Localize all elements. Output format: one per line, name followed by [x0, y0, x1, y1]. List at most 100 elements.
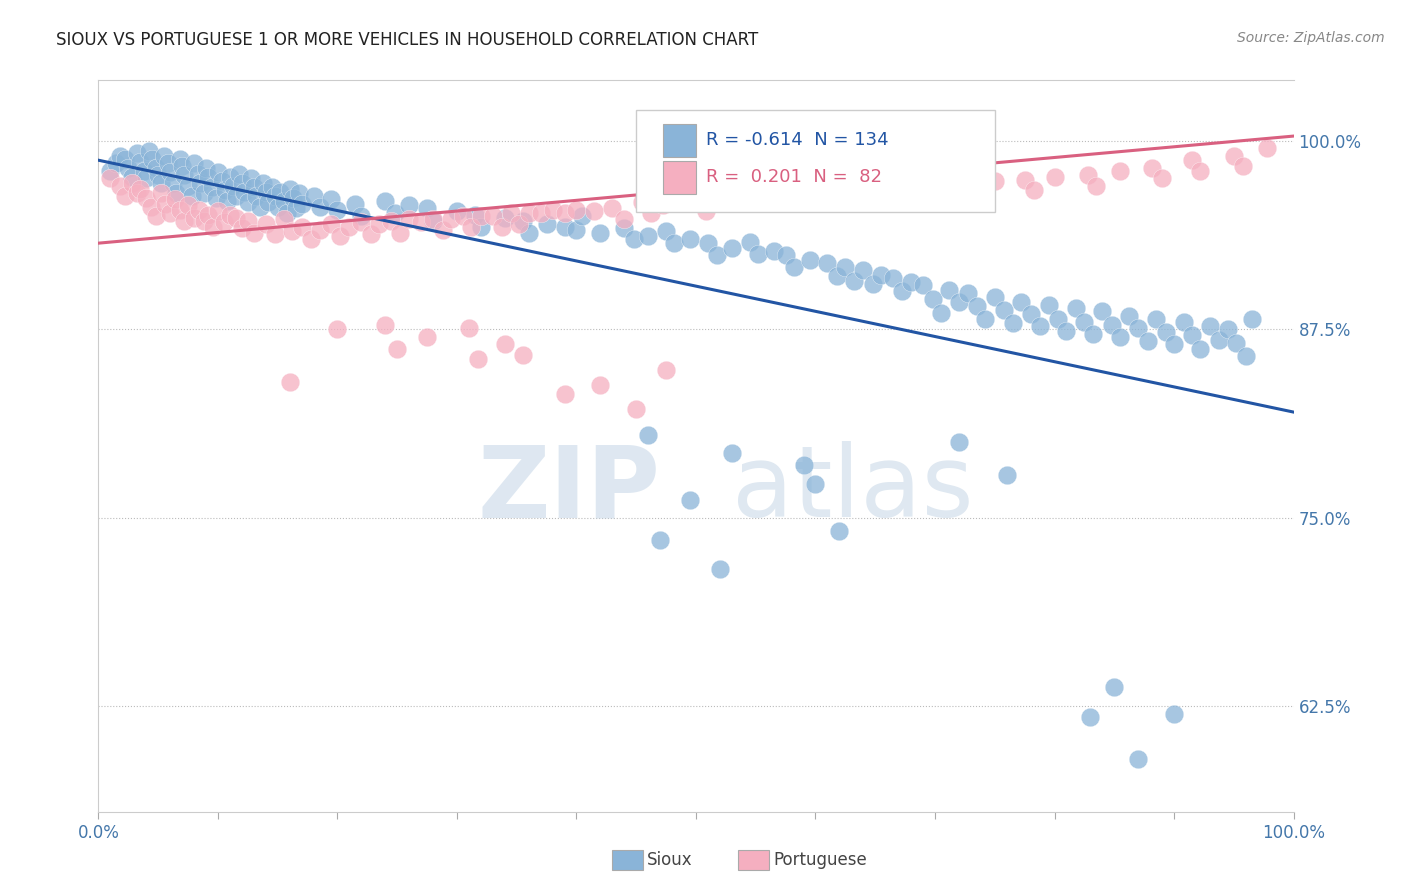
Point — [1223, 149, 1246, 163]
Point — [1240, 311, 1263, 326]
Point — [583, 204, 606, 219]
Point — [721, 241, 744, 255]
Point — [938, 283, 960, 297]
Point — [233, 185, 256, 199]
Point — [1163, 337, 1185, 351]
Point — [1109, 329, 1132, 343]
Point — [1189, 342, 1212, 356]
Point — [264, 227, 287, 241]
Point — [225, 211, 247, 225]
Point — [193, 213, 215, 227]
Point — [302, 189, 325, 203]
Point — [252, 176, 274, 190]
Point — [1073, 315, 1095, 329]
Point — [98, 171, 122, 186]
Point — [754, 194, 776, 208]
Point — [217, 194, 239, 208]
Point — [135, 171, 157, 186]
Point — [870, 268, 893, 282]
Point — [141, 152, 163, 166]
Point — [222, 178, 245, 193]
Point — [273, 212, 295, 227]
Point — [156, 156, 179, 170]
Point — [288, 186, 311, 201]
Point — [825, 269, 848, 284]
Point — [679, 492, 702, 507]
Point — [911, 278, 934, 293]
Text: atlas: atlas — [733, 442, 973, 539]
Point — [948, 295, 970, 310]
Point — [554, 387, 576, 401]
Point — [1232, 159, 1254, 173]
Point — [284, 202, 307, 216]
Point — [1136, 334, 1159, 348]
Point — [273, 194, 295, 208]
Point — [862, 277, 884, 291]
Point — [517, 226, 540, 240]
Point — [231, 176, 253, 190]
Point — [613, 212, 636, 227]
Point — [374, 318, 396, 332]
Point — [834, 260, 856, 275]
Point — [929, 305, 952, 319]
Point — [440, 212, 463, 227]
Point — [1142, 161, 1164, 175]
Point — [278, 182, 301, 196]
Point — [139, 200, 162, 214]
Point — [664, 236, 686, 251]
Point — [145, 161, 167, 175]
Point — [384, 206, 406, 220]
Point — [602, 202, 624, 216]
Point — [494, 211, 516, 225]
Point — [326, 202, 349, 217]
Point — [278, 375, 301, 389]
Point — [177, 198, 200, 212]
Point — [291, 197, 314, 211]
Bar — [662, 124, 696, 157]
Point — [1173, 315, 1195, 329]
Point — [709, 562, 731, 576]
Point — [236, 213, 259, 227]
Point — [1101, 318, 1123, 332]
Point — [1256, 141, 1278, 155]
Point — [790, 185, 813, 199]
Point — [231, 221, 253, 235]
Point — [900, 276, 922, 290]
Point — [132, 163, 155, 178]
Point — [172, 159, 194, 173]
Point — [512, 213, 534, 227]
Point — [984, 290, 1007, 304]
Point — [957, 187, 980, 202]
Point — [374, 194, 396, 208]
Point — [260, 180, 283, 194]
Point — [197, 169, 219, 184]
Point — [187, 167, 209, 181]
Point — [228, 167, 250, 181]
Point — [108, 178, 131, 193]
Point — [380, 213, 402, 227]
Point — [541, 202, 564, 217]
Point — [183, 211, 205, 225]
Point — [815, 256, 838, 270]
Point — [1154, 325, 1177, 339]
Point — [173, 169, 195, 183]
Point — [98, 163, 122, 178]
Point — [308, 200, 330, 214]
Point — [188, 176, 211, 190]
Point — [388, 226, 411, 240]
Point — [121, 169, 143, 184]
Point — [236, 195, 259, 210]
Point — [177, 178, 200, 193]
Point — [589, 378, 612, 392]
Point — [1064, 301, 1087, 315]
Point — [1001, 316, 1024, 330]
Point — [308, 222, 330, 236]
Point — [918, 180, 941, 194]
Point — [995, 468, 1018, 483]
Point — [165, 186, 187, 201]
Point — [193, 186, 215, 201]
Point — [623, 232, 645, 246]
Point — [464, 207, 486, 221]
Point — [159, 206, 181, 220]
Point — [411, 215, 433, 229]
